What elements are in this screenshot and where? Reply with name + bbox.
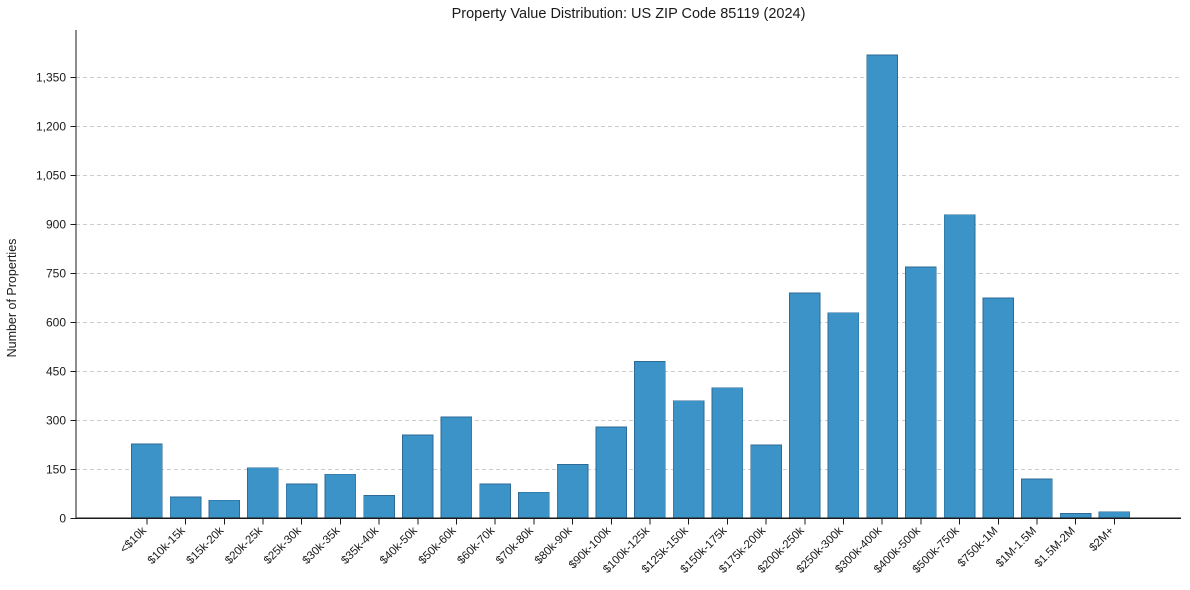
svg-text:$750k-1M: $750k-1M xyxy=(956,525,1001,570)
svg-text:900: 900 xyxy=(46,218,66,232)
svg-text:1,350: 1,350 xyxy=(36,71,66,85)
svg-text:$60k-70k: $60k-70k xyxy=(455,525,497,567)
svg-text:$10k-15k: $10k-15k xyxy=(146,525,188,567)
svg-text:1,200: 1,200 xyxy=(36,120,66,134)
svg-text:150: 150 xyxy=(46,462,66,476)
svg-text:$50k-60k: $50k-60k xyxy=(417,525,459,567)
svg-text:600: 600 xyxy=(46,315,66,329)
svg-text:750: 750 xyxy=(46,267,66,281)
svg-text:$40k-50k: $40k-50k xyxy=(378,525,420,567)
svg-text:$70k-80k: $70k-80k xyxy=(494,525,536,567)
svg-text:$2M+: $2M+ xyxy=(1087,525,1116,554)
svg-text:$15k-20k: $15k-20k xyxy=(184,525,226,567)
svg-text:0: 0 xyxy=(59,511,66,525)
svg-text:1,050: 1,050 xyxy=(36,169,66,183)
svg-text:$1M-1.5M: $1M-1.5M xyxy=(994,525,1039,570)
svg-text:$35k-40k: $35k-40k xyxy=(339,525,381,567)
svg-text:$25k-30k: $25k-30k xyxy=(262,525,304,567)
svg-text:300: 300 xyxy=(46,413,66,427)
svg-text:450: 450 xyxy=(46,364,66,378)
svg-text:Number of Properties: Number of Properties xyxy=(5,239,19,358)
svg-text:$30k-35k: $30k-35k xyxy=(301,525,343,567)
svg-text:$1.5M-2M: $1.5M-2M xyxy=(1033,525,1078,570)
svg-text:$20k-25k: $20k-25k xyxy=(223,525,265,567)
svg-text:<$10k: <$10k xyxy=(118,525,149,556)
